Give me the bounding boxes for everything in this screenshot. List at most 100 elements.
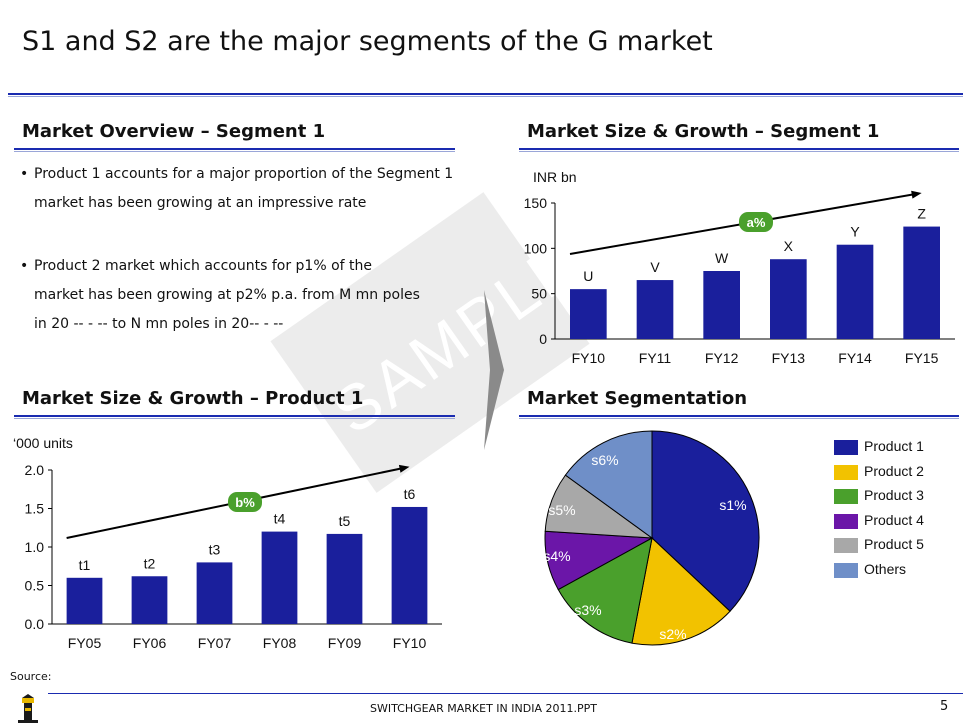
seg1-y-tick-label: 150: [524, 195, 548, 211]
seg1-data-label: W: [715, 250, 729, 266]
page-title: S1 and S2 are the major segments of the …: [22, 26, 713, 57]
seg1-data-label: X: [784, 238, 794, 254]
section-title-overview: Market Overview – Segment 1: [22, 121, 326, 142]
section-rule: [14, 418, 455, 419]
seg1-x-tick-label: FY15: [905, 350, 939, 366]
title-rule-secondary: [8, 96, 963, 97]
prod1-x-tick-label: FY10: [393, 635, 427, 651]
prod1-bar: [66, 577, 103, 624]
pie-slice-label: s6%: [591, 452, 618, 468]
legend-swatch: [834, 513, 858, 529]
pie-slice: [651, 430, 760, 612]
seg1-data-label: V: [650, 259, 660, 275]
seg1-x-tick-label: FY11: [639, 350, 672, 366]
pie-slice-label: s4%: [543, 548, 570, 564]
seg1-y-tick-label: 50: [531, 286, 547, 302]
prod1-data-label: t3: [209, 541, 221, 557]
legend-swatch: [834, 538, 858, 554]
seg1-bar: [636, 280, 674, 339]
seg1-x-tick-label: FY13: [772, 350, 806, 366]
prod1-cagr-badge: [228, 492, 262, 512]
pie-slice-label: s3%: [574, 602, 601, 618]
prod1-y-tick-label: 1.0: [25, 539, 45, 555]
prod1-bar: [261, 531, 298, 624]
section-rule: [519, 148, 959, 150]
seg1-x-tick-label: FY10: [572, 350, 606, 366]
seg1-x-tick-label: FY14: [838, 350, 872, 366]
legend-label: Others: [864, 561, 907, 577]
prod1-bar: [196, 562, 233, 624]
seg1-bar: [570, 289, 607, 339]
bullet-dot: •: [20, 166, 29, 182]
section-rule: [14, 415, 455, 417]
prod1-x-tick-label: FY09: [328, 635, 362, 651]
prod1-y-tick-label: 0.0: [25, 616, 45, 632]
prod1-y-tick-label: 1.5: [25, 501, 45, 517]
source-note: Source:: [10, 670, 52, 683]
legend-swatch: [834, 464, 858, 480]
prod1-x-tick-label: FY07: [198, 635, 232, 651]
legend-label: Product 5: [864, 536, 924, 553]
legend-swatch: [834, 563, 858, 578]
title-rule: [8, 93, 963, 95]
bullet-item: • Product 1 accounts for a major proport…: [20, 160, 470, 218]
prod1-cagr-label: b%: [235, 495, 255, 510]
section-rule: [14, 148, 455, 150]
seg1-data-label: Y: [850, 224, 860, 240]
seg1-unit-label: INR bn: [533, 169, 577, 185]
seg1-cagr-label: a%: [747, 215, 766, 230]
seg1-data-label: U: [583, 268, 593, 284]
legend-swatch: [834, 440, 858, 455]
prod1-x-tick-label: FY08: [263, 635, 297, 651]
pie-slice: [631, 537, 731, 646]
prod1-x-tick-label: FY05: [68, 635, 102, 651]
pie-slice: [564, 430, 653, 539]
pie-slice-label: s1%: [719, 497, 746, 513]
prod1-data-label: t6: [404, 486, 416, 502]
legend-label: Product 3: [864, 487, 924, 504]
section-rule: [519, 151, 959, 152]
section-rule: [14, 151, 455, 152]
prod1-x-tick-label: FY06: [133, 635, 167, 651]
footer-text: SWITCHGEAR MARKET IN INDIA 2011.PPT: [370, 702, 597, 715]
seg1-cagr-badge: [739, 212, 773, 232]
section-rule: [519, 418, 959, 419]
section-title-growth-seg1: Market Size & Growth – Segment 1: [527, 121, 880, 142]
seg1-x-tick-label: FY12: [705, 350, 739, 366]
prod1-data-label: t2: [144, 555, 156, 571]
seg1-bar: [703, 271, 740, 339]
legend-swatch: [834, 489, 858, 505]
prod1-unit-label: ‘000 units: [13, 435, 73, 451]
prod1-bar: [131, 576, 168, 624]
prod1-bar: [391, 506, 428, 624]
seg1-bar: [770, 259, 807, 339]
bullet-dot: •: [20, 258, 29, 274]
footer-rule: [48, 693, 963, 694]
pie-slice-label: s2%: [659, 626, 686, 642]
lighthouse-logo-icon: [18, 694, 38, 723]
seg1-bar: [836, 244, 874, 339]
prod1-data-label: t4: [274, 511, 286, 527]
prod1-data-label: t5: [339, 513, 351, 529]
divider-arrow: [484, 290, 504, 450]
section-title-growth-prod1: Market Size & Growth – Product 1: [22, 388, 364, 409]
legend-label: Product 1: [864, 438, 924, 454]
section-title-segmentation: Market Segmentation: [527, 388, 748, 409]
section-rule: [519, 415, 959, 417]
seg1-data-label: Z: [917, 206, 926, 222]
charts-canvas: INR bn 0 50 100 150 FY10 U FY11 V FY12 W FY13 X FY14 Y…: [13, 169, 955, 651]
pie-slice: [557, 537, 653, 644]
prod1-data-label: t1: [79, 557, 91, 573]
seg1-bar: [903, 226, 940, 339]
seg1-y-tick-label: 0: [539, 331, 547, 347]
prod1-growth-arrow-head: [398, 464, 410, 473]
seg1-y-tick-label: 100: [524, 240, 548, 256]
seg1-growth-arrow-head: [911, 190, 922, 199]
legend-label: Product 4: [864, 511, 924, 528]
prod1-bar: [326, 533, 363, 624]
prod1-y-tick-label: 0.5: [25, 578, 45, 594]
pie-slice-label: s5%: [548, 502, 575, 518]
prod1-y-tick-label: 2.0: [25, 462, 45, 478]
legend-label: Product 2: [864, 462, 924, 479]
page-number: 5: [940, 699, 949, 714]
